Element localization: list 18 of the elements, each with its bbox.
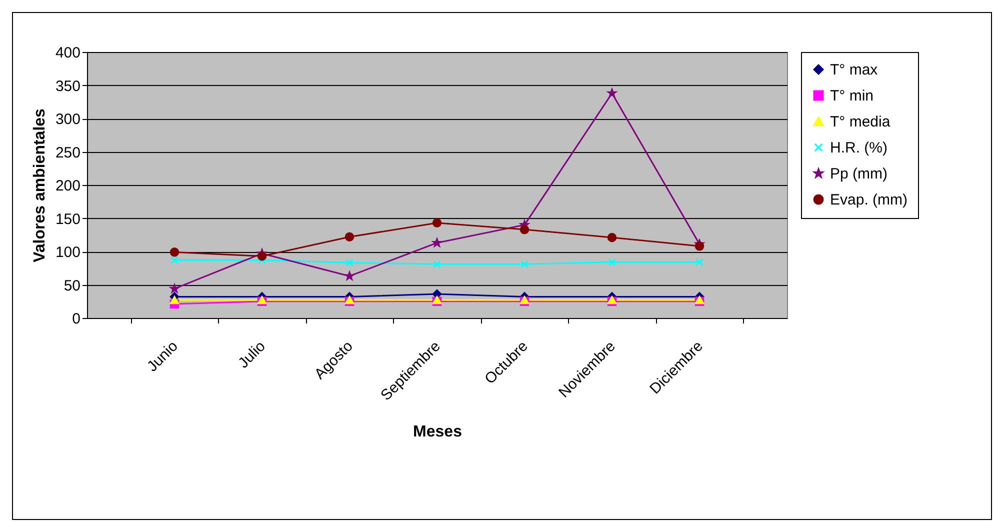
y-tick-label: 400 <box>55 44 80 62</box>
y-axis-title: Valores ambientales <box>31 108 48 262</box>
y-tick-label: 350 <box>55 78 80 95</box>
x-axis-title: Meses <box>413 423 462 440</box>
y-tick-label: 150 <box>55 210 80 228</box>
legend-label: H.R. (%) <box>830 140 888 156</box>
y-tick-label: 100 <box>55 244 80 261</box>
y-tick-label: 200 <box>55 178 80 194</box>
legend-label: T° media <box>830 114 891 130</box>
legend-label: Pp (mm) <box>830 166 888 182</box>
x-tick-label: Julio <box>235 338 269 372</box>
y-tick-label: 50 <box>64 277 80 294</box>
legend-label: T° min <box>830 88 874 104</box>
y-tick-label: 0 <box>72 310 80 328</box>
legend-label: Evap. (mm) <box>830 192 908 208</box>
legend-label: T° max <box>830 62 878 78</box>
y-tick-label: 300 <box>55 111 80 128</box>
y-tick-label: 250 <box>55 144 80 162</box>
